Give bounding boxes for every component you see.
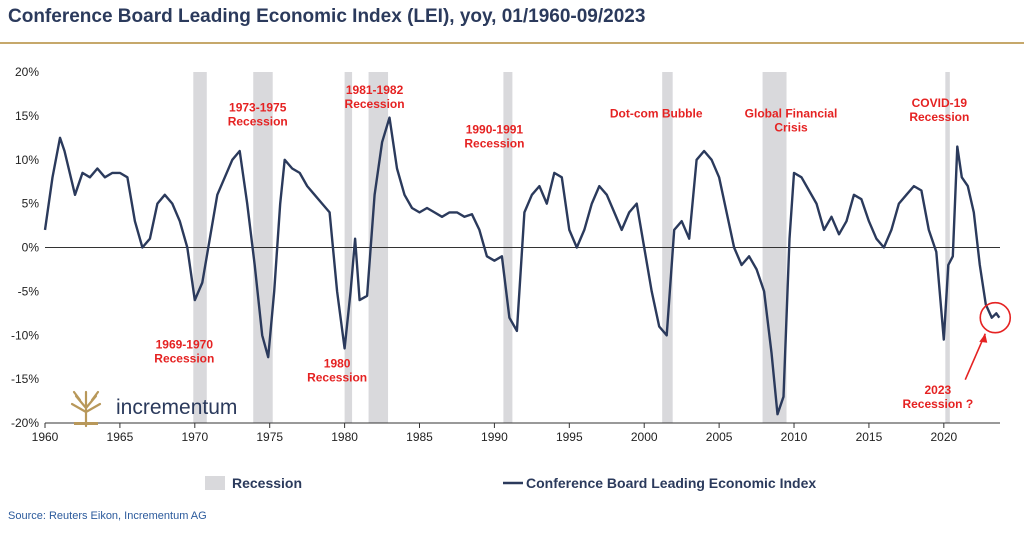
annotation-label: 1981-1982 Recession [345, 83, 405, 111]
x-tick-label: 1985 [406, 430, 433, 444]
annotation-label: Global Financial Crisis [745, 107, 838, 135]
y-tick-label: 5% [22, 197, 40, 211]
annotation-label: 2023 Recession ? [902, 383, 973, 411]
annotation-label: 1980 Recession [307, 357, 367, 385]
legend-recession-label: Recession [232, 475, 302, 491]
latest-value-highlight-circle [979, 301, 1012, 334]
x-tick-label: 1975 [256, 430, 283, 444]
title-divider [0, 42, 1024, 44]
y-tick-label: 0% [22, 241, 40, 255]
x-tick-label: 1980 [331, 430, 358, 444]
x-tick-label: 1965 [107, 430, 134, 444]
incrementum-logo: incrementum [66, 388, 246, 428]
legend-recession-swatch [205, 476, 225, 490]
x-tick-label: 1990 [481, 430, 508, 444]
y-axis: 20% 15% 10% 5% 0% -5% -10% -15% -20% [11, 65, 39, 430]
highlight-arrowhead-icon [979, 333, 988, 343]
annotation-label: 1973-1975 Recession [228, 100, 288, 128]
tree-logo-icon [70, 390, 102, 428]
x-tick-label: 2015 [856, 430, 883, 444]
x-tick-label: 2020 [930, 430, 957, 444]
annotations: 1973-1975 Recession 1981-1982 Recession 1990… [154, 83, 973, 411]
annotation-label: Dot-com Bubble [610, 107, 703, 121]
y-tick-label: 10% [15, 153, 39, 167]
y-tick-label: 20% [15, 65, 39, 79]
x-tick-label: 2000 [631, 430, 658, 444]
y-tick-label: 15% [15, 109, 39, 123]
annotation-label: 1990-1991 Recession [464, 122, 524, 150]
lei-series-line [43, 116, 1001, 416]
legend: Recession Conference Board Leading Econo… [205, 475, 816, 491]
x-tick-label: 1960 [32, 430, 59, 444]
annotation-label: COVID-19 Recession [909, 96, 969, 124]
y-tick-label: -20% [11, 416, 39, 430]
x-tick-label: 1995 [556, 430, 583, 444]
x-tick-label: 1970 [181, 430, 208, 444]
x-axis: 1960 1965 1970 1975 1980 1985 1990 1995 2000 2005… [32, 423, 957, 444]
x-tick-label: 2005 [706, 430, 733, 444]
legend-line-label: Conference Board Leading Economic Index [526, 475, 816, 491]
x-tick-label: 2010 [781, 430, 808, 444]
y-tick-label: -15% [11, 372, 39, 386]
y-tick-label: -5% [18, 284, 40, 298]
y-tick-label: -10% [11, 328, 39, 342]
annotation-label: 1969-1970 Recession [154, 337, 214, 365]
chart-title: Conference Board Leading Economic Index … [8, 6, 646, 27]
source-note: Source: Reuters Eikon, Incrementum AG [8, 510, 207, 522]
logo-wordmark: incrementum [116, 396, 238, 419]
